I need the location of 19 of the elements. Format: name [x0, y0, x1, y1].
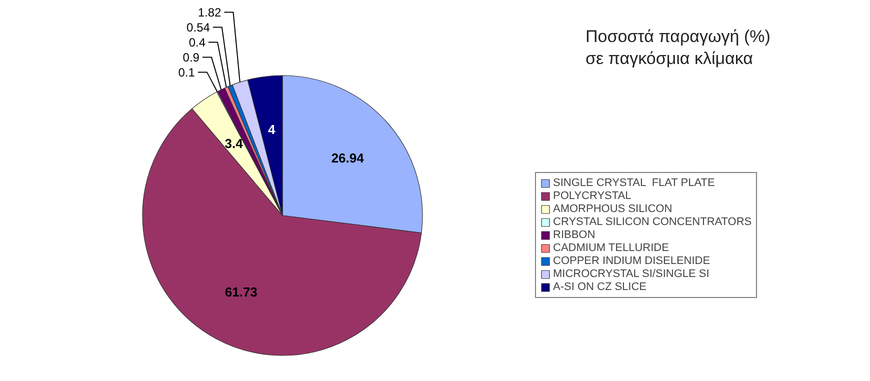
legend-label: RIBBON: [553, 229, 596, 241]
data-label: 4: [268, 122, 276, 137]
data-label: 1.82: [198, 6, 222, 20]
data-label: 61.73: [224, 284, 258, 300]
data-label: 0.4: [188, 36, 206, 50]
legend-label: AMORPHOUS SILICON: [553, 203, 672, 215]
legend-label: CADMIUM TELLURIDE: [553, 242, 669, 254]
data-label: 0.1: [178, 66, 196, 80]
legend-label: COPPER INDIUM DISELENIDE: [553, 255, 710, 267]
legend-label: CRYSTAL SILICON CONCENTRATORS: [553, 216, 752, 228]
legend-label: POLYCRYSTAL: [553, 190, 632, 202]
data-label: 26.94: [331, 150, 365, 166]
text: Ποσοστά παραγωγή (%) σε παγκόσμια κλίμακα: [586, 27, 770, 68]
legend-label: A-SI ON CZ SLICE: [553, 281, 647, 293]
data-label: 3.4: [224, 136, 244, 152]
data-label: 0.9: [182, 50, 200, 65]
data-label: 0.54: [186, 20, 210, 35]
legend-label: MICROCRYSTAL SI/SINGLE SI: [553, 268, 710, 280]
legend-label: SINGLE CRYSTAL FLAT PLATE: [553, 177, 715, 189]
